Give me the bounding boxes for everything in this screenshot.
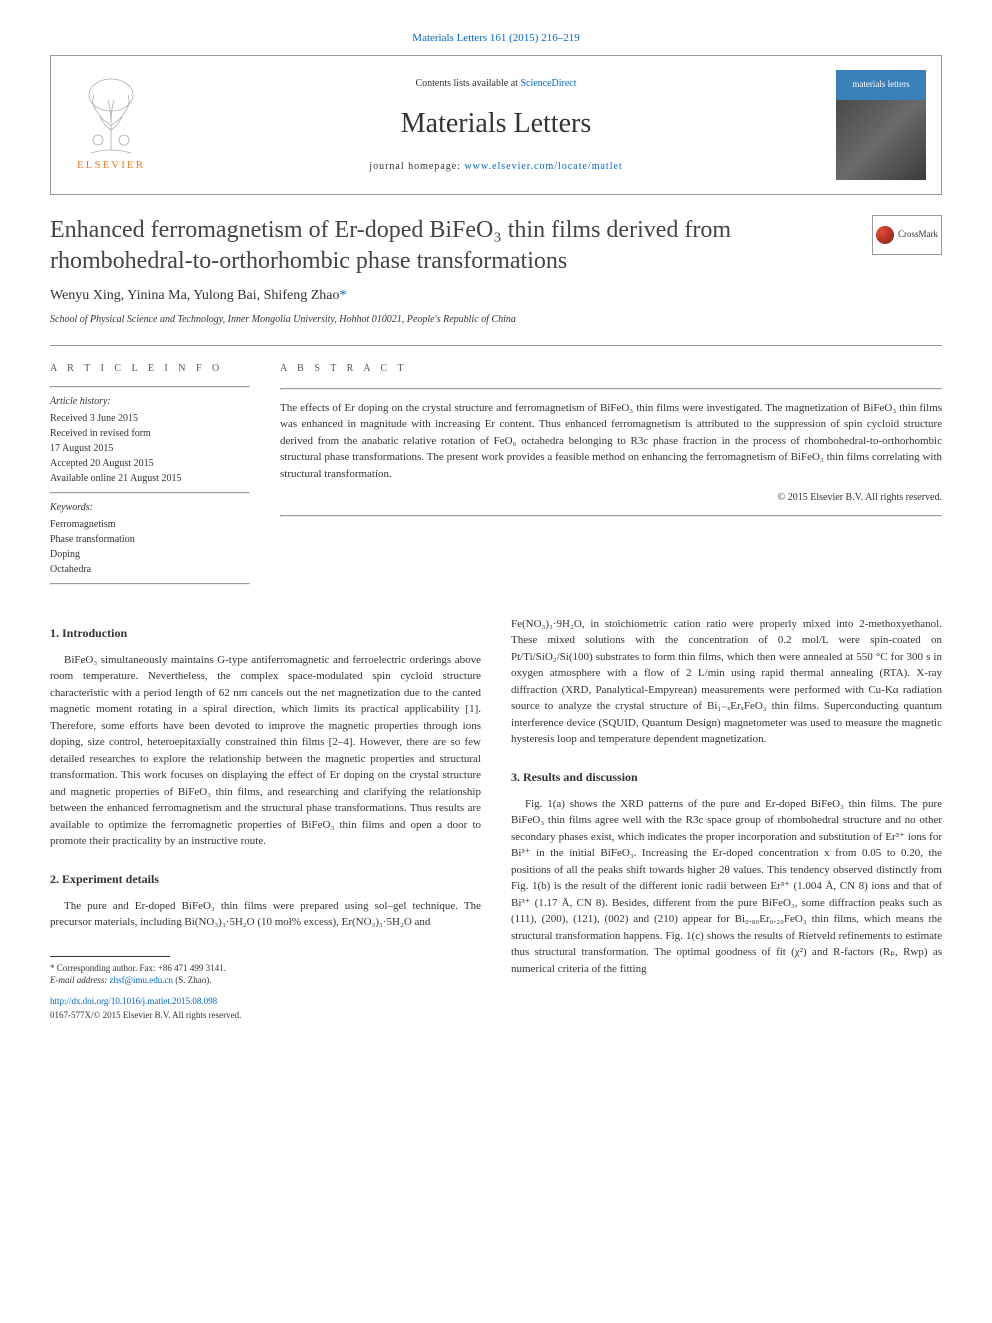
article-info-header: A R T I C L E I N F O <box>50 361 250 376</box>
body-columns: 1. Introduction BiFeO₃ simultaneously ma… <box>50 616 942 1022</box>
keyword: Doping <box>50 547 250 562</box>
top-citation-link: Materials Letters 161 (2015) 216–219 <box>50 30 942 47</box>
journal-citation-link[interactable]: Materials Letters 161 (2015) 216–219 <box>412 32 579 44</box>
abstract-header: A B S T R A C T <box>280 361 942 376</box>
journal-header-box: ELSEVIER Contents lists available at Sci… <box>50 55 942 195</box>
history-line: Accepted 20 August 2015 <box>50 456 250 471</box>
abstract-divider <box>280 515 942 517</box>
section-2-heading: 2. Experiment details <box>50 870 481 888</box>
crossmark-text: CrossMark <box>898 228 938 242</box>
author-names: Wenyu Xing, Yinina Ma, Yulong Bai, Shife… <box>50 288 339 303</box>
journal-cover-thumbnail: materials letters <box>836 70 926 180</box>
article-info-sidebar: A R T I C L E I N F O Article history: R… <box>50 361 250 591</box>
section-1-heading: 1. Introduction <box>50 624 481 642</box>
info-divider <box>50 386 250 388</box>
homepage-line: journal homepage: www.elsevier.com/locat… <box>156 159 836 174</box>
contents-line: Contents lists available at ScienceDirec… <box>156 76 836 91</box>
keywords-label: Keywords: <box>50 500 250 515</box>
authors-line: Wenyu Xing, Yinina Ma, Yulong Bai, Shife… <box>50 285 942 306</box>
email-link[interactable]: zhsf@imu.edu.cn <box>110 975 173 985</box>
divider <box>50 345 942 346</box>
paragraph: BiFeO₃ simultaneously maintains G-type a… <box>50 652 481 850</box>
doi-block: http://dx.doi.org/10.1016/j.matlet.2015.… <box>50 995 481 1022</box>
section-3-heading: 3. Results and discussion <box>511 768 942 786</box>
crossmark-icon <box>876 226 894 244</box>
history-line: Received 3 June 2015 <box>50 411 250 426</box>
header-center: Contents lists available at ScienceDirec… <box>156 76 836 174</box>
abstract-text: The effects of Er doping on the crystal … <box>280 400 942 483</box>
paragraph: Fe(NO₃)₃·9H₂O, in stoichiometric cation … <box>511 616 942 748</box>
email-label: E-mail address: <box>50 975 110 985</box>
footnote-divider <box>50 956 170 957</box>
left-column: 1. Introduction BiFeO₃ simultaneously ma… <box>50 616 481 1022</box>
paragraph: The pure and Er-doped BiFeO₃ thin films … <box>50 898 481 931</box>
doi-link[interactable]: http://dx.doi.org/10.1016/j.matlet.2015.… <box>50 996 217 1006</box>
journal-name: Materials Letters <box>156 103 836 145</box>
history-line: Received in revised form <box>50 426 250 441</box>
homepage-link[interactable]: www.elsevier.com/locate/matlet <box>465 161 623 172</box>
corresponding-asterisk: * <box>339 288 346 303</box>
keyword: Phase transformation <box>50 532 250 547</box>
title-row: Enhanced ferromagnetism of Er-doped BiFe… <box>50 215 942 277</box>
issn-line: 0167-577X/© 2015 Elsevier B.V. All right… <box>50 1010 241 1020</box>
history-line: 17 August 2015 <box>50 441 250 456</box>
elsevier-logo: ELSEVIER <box>66 70 156 180</box>
cover-image <box>836 100 926 180</box>
keyword: Octahedra <box>50 562 250 577</box>
paragraph: Fig. 1(a) shows the XRD patterns of the … <box>511 796 942 978</box>
email-suffix: (S. Zhao). <box>173 975 212 985</box>
elsevier-text: ELSEVIER <box>77 157 145 174</box>
email-footnote: E-mail address: zhsf@imu.edu.cn (S. Zhao… <box>50 974 481 987</box>
info-divider <box>50 492 250 494</box>
sciencedirect-link[interactable]: ScienceDirect <box>520 78 576 89</box>
affiliation: School of Physical Science and Technolog… <box>50 312 942 327</box>
homepage-prefix: journal homepage: <box>369 161 464 172</box>
info-divider <box>50 583 250 585</box>
contents-prefix: Contents lists available at <box>415 78 520 89</box>
abstract-divider <box>280 388 942 390</box>
abstract-copyright: © 2015 Elsevier B.V. All rights reserved… <box>280 490 942 505</box>
keyword: Ferromagnetism <box>50 517 250 532</box>
elsevier-tree-icon <box>76 75 146 155</box>
cover-label: materials letters <box>836 70 926 100</box>
info-abstract-row: A R T I C L E I N F O Article history: R… <box>50 361 942 591</box>
right-column: Fe(NO₃)₃·9H₂O, in stoichiometric cation … <box>511 616 942 1022</box>
history-line: Available online 21 August 2015 <box>50 471 250 486</box>
corresponding-footnote: * Corresponding author. Fax: +86 471 499… <box>50 962 481 975</box>
article-title: Enhanced ferromagnetism of Er-doped BiFe… <box>50 215 857 277</box>
history-label: Article history: <box>50 394 250 409</box>
abstract-column: A B S T R A C T The effects of Er doping… <box>280 361 942 591</box>
crossmark-badge[interactable]: CrossMark <box>872 215 942 255</box>
